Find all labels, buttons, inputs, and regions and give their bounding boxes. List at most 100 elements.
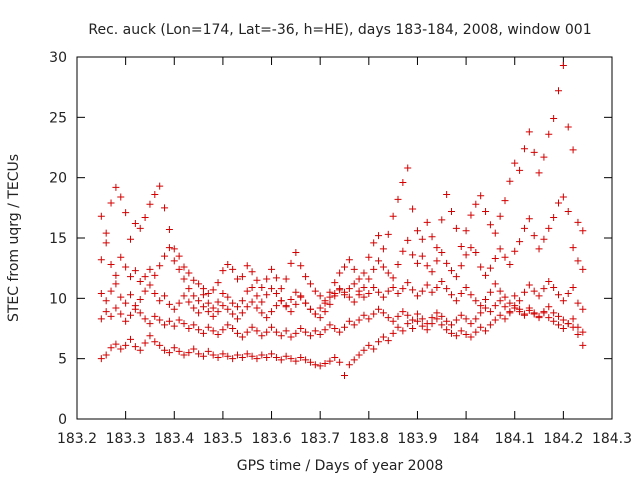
data-point [550, 213, 558, 221]
data-point [545, 224, 553, 232]
data-point [545, 314, 553, 322]
data-point [195, 280, 203, 288]
data-point [511, 292, 519, 300]
data-point [151, 271, 159, 279]
data-point [214, 353, 222, 361]
data-point [389, 329, 397, 337]
data-point [170, 305, 178, 313]
data-point [574, 218, 582, 226]
data-point [175, 252, 183, 260]
data-point [448, 291, 455, 299]
data-point [195, 326, 203, 334]
data-point [326, 293, 334, 301]
data-point [331, 279, 339, 287]
data-point [102, 297, 110, 305]
data-point [511, 247, 519, 255]
data-point [297, 325, 305, 332]
data-point [350, 356, 358, 364]
data-point [457, 311, 465, 319]
data-point [224, 261, 232, 269]
data-point [540, 285, 548, 293]
data-point [146, 281, 154, 289]
data-point [564, 123, 572, 131]
data-point [579, 305, 587, 313]
data-point [141, 315, 149, 323]
data-point [341, 263, 348, 271]
data-point [146, 332, 154, 340]
data-point [389, 283, 397, 291]
data-point [112, 280, 120, 288]
data-point [555, 87, 562, 95]
data-point [219, 267, 227, 275]
x-tick-label: 183.6 [251, 431, 291, 447]
data-point [394, 290, 402, 298]
data-point [321, 308, 329, 316]
data-point [117, 293, 125, 301]
data-point [345, 317, 353, 325]
data-point [199, 291, 207, 299]
data-point [263, 314, 271, 322]
data-point [292, 357, 300, 365]
data-point [448, 321, 455, 329]
data-point [516, 238, 524, 246]
data-point [263, 353, 271, 361]
data-point [331, 325, 339, 332]
data-point [379, 245, 387, 253]
data-point [559, 316, 567, 324]
data-point [525, 306, 533, 314]
data-point [136, 309, 144, 317]
data-point [511, 159, 519, 167]
data-point [253, 355, 261, 363]
data-point [185, 298, 193, 306]
data-point [209, 327, 217, 335]
data-point [418, 322, 426, 330]
x-axis-label: GPS time / Days of year 2008 [237, 458, 444, 474]
data-point [316, 292, 324, 300]
data-point [146, 265, 154, 273]
data-point [204, 308, 212, 316]
data-point [248, 352, 256, 360]
data-point [248, 283, 256, 291]
data-point [238, 273, 246, 281]
data-point [379, 293, 387, 301]
data-point [112, 271, 120, 279]
data-point [486, 264, 494, 272]
data-point [530, 148, 538, 156]
data-point [418, 287, 426, 295]
data-point [409, 325, 417, 332]
data-point [506, 309, 514, 317]
data-point [540, 153, 548, 161]
data-point [234, 351, 241, 359]
data-point [102, 229, 110, 237]
data-point [457, 242, 465, 250]
data-point [102, 351, 110, 359]
data-point [97, 212, 105, 220]
data-point [389, 274, 397, 282]
data-point [477, 263, 485, 271]
data-point [550, 317, 558, 325]
data-point [122, 317, 130, 325]
data-point [243, 350, 251, 358]
data-point [112, 340, 120, 348]
data-point [122, 209, 130, 217]
data-point [438, 312, 446, 320]
data-point [345, 293, 353, 301]
data-point [423, 281, 431, 289]
data-point [243, 303, 251, 311]
data-point [112, 304, 120, 312]
data-point [482, 207, 490, 215]
data-point [467, 211, 475, 219]
data-point [161, 252, 169, 260]
data-point [399, 285, 407, 293]
data-point [520, 311, 528, 319]
data-point [190, 321, 198, 329]
data-point [268, 323, 276, 331]
x-tick-label: 183.9 [397, 431, 437, 447]
data-point [253, 304, 261, 312]
data-point [404, 236, 412, 244]
data-point [190, 276, 198, 284]
data-point [282, 275, 290, 283]
data-point [579, 341, 587, 349]
data-point [559, 297, 567, 305]
data-point [443, 326, 451, 334]
